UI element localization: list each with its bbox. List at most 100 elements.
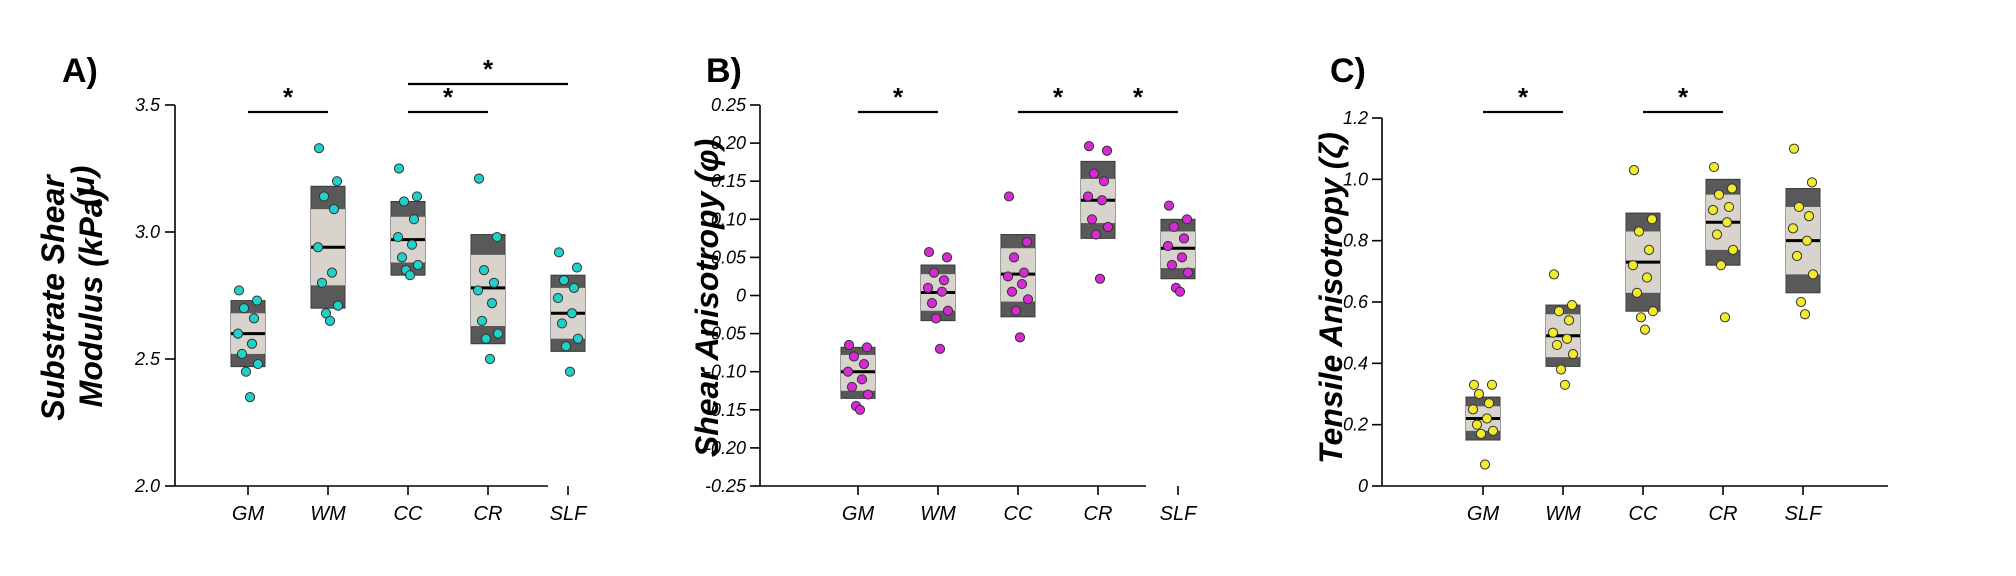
- data-point: [1101, 145, 1113, 156]
- x-category-label: CR: [474, 503, 503, 525]
- data-point: [926, 298, 938, 309]
- data-point: [941, 252, 953, 263]
- data-point: [396, 252, 408, 263]
- data-point: [843, 339, 855, 351]
- data-point: [571, 262, 583, 273]
- data-point: [238, 303, 250, 314]
- panel-letter: A): [62, 52, 98, 90]
- data-point: [1486, 379, 1498, 390]
- data-point: [1010, 305, 1022, 316]
- data-point: [858, 358, 870, 370]
- data-point: [1082, 191, 1094, 202]
- x-category-label: WM: [310, 503, 346, 525]
- data-point: [1559, 379, 1571, 390]
- data-point: [240, 366, 252, 377]
- data-point: [328, 204, 340, 215]
- y-axis-label: Shear Anisotropy (φ): [689, 139, 725, 457]
- x-category-label: GM: [232, 503, 265, 525]
- data-point: [492, 328, 504, 339]
- data-point: [938, 275, 950, 286]
- data-point: [568, 282, 580, 293]
- x-category-label: SLF: [1160, 503, 1198, 525]
- data-point: [1723, 201, 1735, 213]
- data-point: [1483, 398, 1495, 409]
- data-point: [491, 231, 503, 243]
- data-point: [318, 191, 330, 202]
- y-axis-label: Tensile Anisotropy (ζ): [1313, 132, 1349, 464]
- data-point: [476, 315, 488, 326]
- y-tick-label: -0.15: [705, 400, 747, 420]
- data-point: [1481, 413, 1493, 424]
- data-point: [923, 246, 935, 258]
- data-point: [1641, 272, 1653, 283]
- data-point: [412, 259, 424, 271]
- data-point: [232, 328, 244, 339]
- x-category-label: CR: [1709, 503, 1738, 525]
- significance-star: *: [1518, 82, 1529, 112]
- data-point: [1631, 287, 1643, 298]
- data-point: [1479, 459, 1491, 470]
- y-tick-label: 0.15: [711, 171, 747, 191]
- x-category-label: WM: [1545, 503, 1581, 525]
- data-point: [1178, 233, 1190, 244]
- chart-panel-a: A) 2.0 2.5 3.0 3.5 GM WM CC CR SLF Substrate Shear…: [35, 52, 588, 525]
- chart-panel-b: B) -0.25 -0.20 -0.15 -0.10 -0.05 0 0.05 0.10 0.15…: [689, 52, 1198, 525]
- data-point: [1707, 204, 1719, 216]
- x-category-label: CR: [1084, 503, 1113, 525]
- data-point: [316, 277, 328, 288]
- data-point: [1176, 252, 1188, 263]
- data-point: [1643, 244, 1655, 255]
- y-tick-label: 0.2: [1343, 415, 1368, 435]
- y-tick-label: -0.10: [705, 362, 746, 382]
- data-point: [848, 351, 860, 362]
- y-tick-label: -0.05: [705, 324, 747, 344]
- y-tick-label: 3.5: [135, 95, 161, 115]
- data-point: [484, 353, 496, 365]
- data-point: [1088, 168, 1100, 179]
- data-point: [251, 295, 263, 306]
- data-point: [1021, 237, 1033, 248]
- data-point: [1807, 269, 1819, 280]
- panel-letter: C): [1330, 52, 1366, 90]
- data-point: [1003, 191, 1015, 202]
- y-tick-label: 0.6: [1343, 292, 1369, 312]
- y-tick-label: 0.25: [711, 95, 747, 115]
- data-point: [862, 389, 874, 400]
- data-point: [246, 338, 258, 349]
- data-point: [1182, 267, 1194, 278]
- data-point: [1566, 299, 1578, 311]
- data-point: [1181, 214, 1193, 225]
- data-point: [1795, 296, 1807, 308]
- y-tick-label: -0.20: [705, 438, 746, 458]
- data-point: [1646, 214, 1658, 225]
- data-point: [312, 242, 324, 253]
- data-point: [313, 143, 325, 154]
- data-point: [478, 265, 490, 276]
- significance-star: *: [893, 82, 904, 112]
- data-point: [566, 308, 578, 319]
- data-point: [846, 381, 858, 393]
- data-point: [856, 374, 868, 385]
- x-category-label: CC: [1629, 503, 1658, 525]
- y-axis-label-symbol: (μ): [65, 166, 101, 207]
- data-point: [1647, 306, 1659, 317]
- data-point: [480, 333, 492, 344]
- significance-star: *: [443, 82, 454, 112]
- y-tick-label: 0.8: [1343, 231, 1368, 251]
- data-point: [1793, 201, 1805, 213]
- data-point: [1726, 183, 1738, 194]
- data-point: [1018, 267, 1030, 278]
- data-point: [922, 282, 934, 293]
- data-point: [552, 292, 564, 304]
- data-point: [486, 298, 498, 309]
- data-point: [1094, 273, 1106, 284]
- data-point: [1168, 221, 1180, 233]
- data-point: [1471, 419, 1483, 430]
- data-point: [1551, 339, 1563, 351]
- data-point: [1803, 211, 1815, 222]
- data-point: [1086, 214, 1098, 225]
- y-tick-label: 0.05: [711, 247, 747, 267]
- chart-panel-c: C) 0 0.2 0.4 0.6 0.8 1.0 1.2 GM WM CC CR SLF Tensile …: [1313, 52, 1888, 525]
- data-point: [1475, 428, 1487, 439]
- y-tick-label: 0.4: [1343, 353, 1368, 373]
